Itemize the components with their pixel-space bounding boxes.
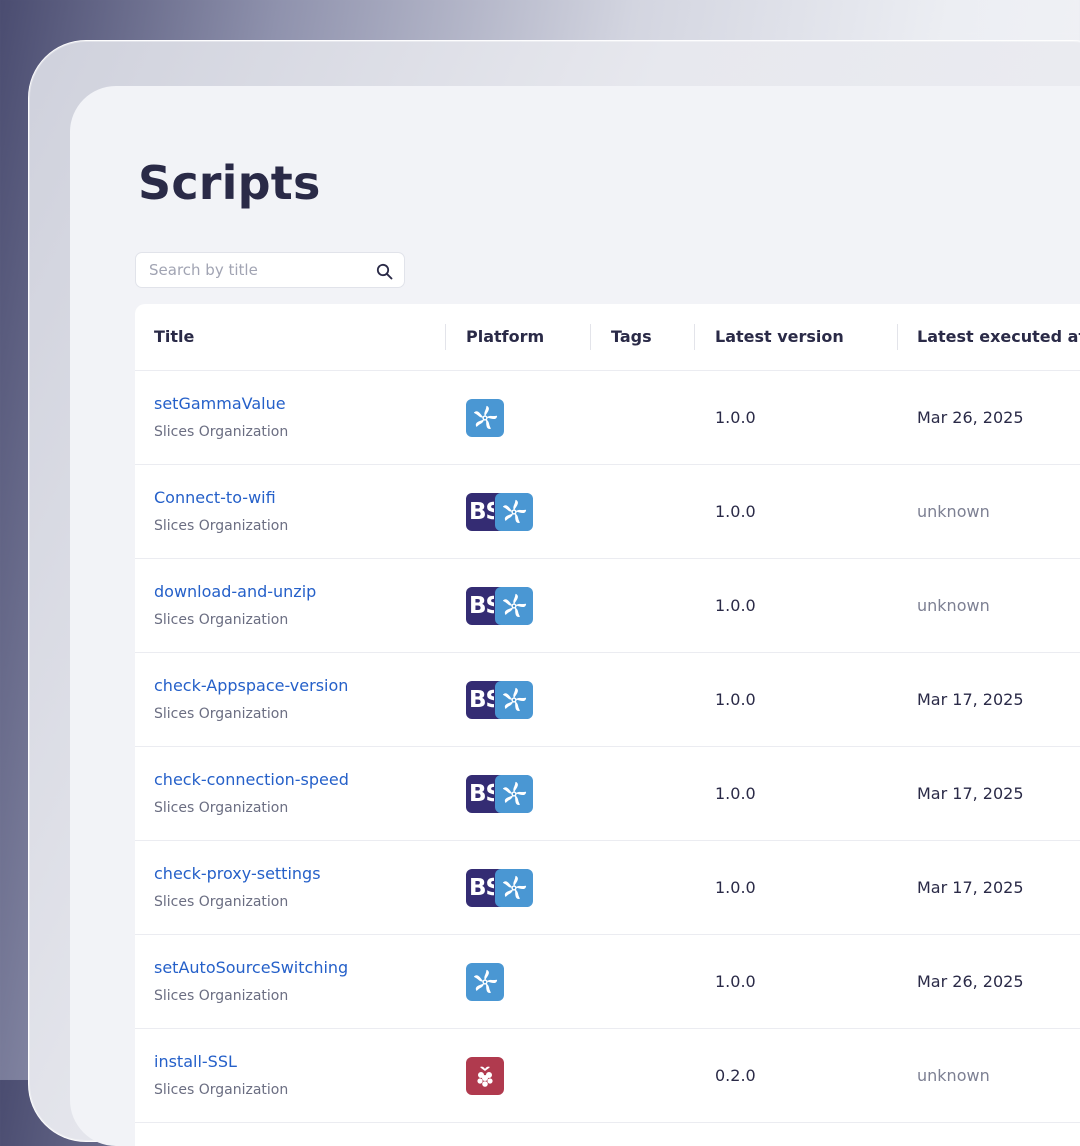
platform-icons — [466, 935, 504, 1028]
table-row[interactable]: setAutoSourceSwitching Slices Organizatio… — [135, 935, 1080, 1029]
column-header-latest-executed[interactable]: Latest executed at — [917, 327, 1080, 346]
app-window: Scripts Title Platform Tags Latest versi… — [70, 86, 1080, 1146]
column-divider — [590, 324, 591, 350]
platform-icons: BS — [466, 747, 533, 840]
table-body: setGammaValue Slices Organization 1.0.0 Mar… — [135, 371, 1080, 1123]
latest-version: 0.2.0 — [715, 1066, 756, 1085]
latest-version: 1.0.0 — [715, 972, 756, 991]
latest-executed-at: unknown — [917, 502, 990, 521]
script-title-link[interactable]: Connect-to-wifi — [154, 488, 276, 507]
table-row[interactable]: check-proxy-settings Slices Organization B… — [135, 841, 1080, 935]
script-organization: Slices Organization — [154, 1082, 289, 1098]
tizen-platform-icon — [495, 868, 533, 907]
script-organization: Slices Organization — [154, 894, 289, 910]
platform-icons — [466, 371, 504, 464]
page-title: Scripts — [138, 156, 321, 210]
platform-icons: BS — [466, 653, 533, 746]
latest-executed-at: Mar 17, 2025 — [917, 690, 1024, 709]
table-row[interactable]: Connect-to-wifi Slices Organization BS 1.0.… — [135, 465, 1080, 559]
table-header: Title Platform Tags Latest version Lates… — [135, 304, 1080, 371]
script-organization: Slices Organization — [154, 518, 289, 534]
script-organization: Slices Organization — [154, 800, 289, 816]
latest-executed-at: unknown — [917, 1066, 990, 1085]
tizen-platform-icon — [495, 492, 533, 531]
table-row[interactable]: download-and-unzip Slices Organization BS 1… — [135, 559, 1080, 653]
script-organization: Slices Organization — [154, 988, 289, 1004]
tizen-platform-icon — [495, 586, 533, 625]
table-row[interactable]: install-SSL Slices Organization 0.2.0 unkno… — [135, 1029, 1080, 1123]
latest-executed-at: Mar 17, 2025 — [917, 878, 1024, 897]
latest-version: 1.0.0 — [715, 596, 756, 615]
column-header-platform[interactable]: Platform — [466, 327, 545, 346]
script-organization: Slices Organization — [154, 706, 289, 722]
table-row[interactable]: check-connection-speed Slices Organizatio… — [135, 747, 1080, 841]
latest-executed-at: Mar 17, 2025 — [917, 784, 1024, 803]
platform-icons: BS — [466, 465, 533, 558]
raspberry-pi-platform-icon — [466, 1056, 504, 1095]
latest-version: 1.0.0 — [715, 784, 756, 803]
column-header-tags[interactable]: Tags — [611, 327, 652, 346]
tizen-platform-icon — [495, 680, 533, 719]
script-title-link[interactable]: setGammaValue — [154, 394, 286, 413]
search-icon[interactable] — [374, 261, 394, 281]
table-row[interactable]: setGammaValue Slices Organization 1.0.0 Mar… — [135, 371, 1080, 465]
column-divider — [445, 324, 446, 350]
script-organization: Slices Organization — [154, 424, 289, 440]
latest-version: 1.0.0 — [715, 690, 756, 709]
search-box — [135, 252, 405, 288]
tizen-platform-icon — [466, 962, 504, 1001]
latest-executed-at: Mar 26, 2025 — [917, 972, 1024, 991]
tizen-platform-icon — [466, 398, 504, 437]
scripts-table: Title Platform Tags Latest version Lates… — [135, 304, 1080, 1146]
script-organization: Slices Organization — [154, 612, 289, 628]
script-title-link[interactable]: install-SSL — [154, 1052, 237, 1071]
script-title-link[interactable]: download-and-unzip — [154, 582, 317, 601]
latest-version: 1.0.0 — [715, 502, 756, 521]
latest-version: 1.0.0 — [715, 408, 756, 427]
tizen-platform-icon — [495, 774, 533, 813]
column-header-latest-version[interactable]: Latest version — [715, 327, 844, 346]
platform-icons: BS — [466, 559, 533, 652]
script-title-link[interactable]: check-connection-speed — [154, 770, 349, 789]
table-row[interactable]: check-Appspace-version Slices Organizatio… — [135, 653, 1080, 747]
search-input[interactable] — [136, 253, 379, 287]
column-divider — [897, 324, 898, 350]
latest-version: 1.0.0 — [715, 878, 756, 897]
latest-executed-at: Mar 26, 2025 — [917, 408, 1024, 427]
script-title-link[interactable]: setAutoSourceSwitching — [154, 958, 349, 977]
script-title-link[interactable]: check-Appspace-version — [154, 676, 349, 695]
column-divider — [694, 324, 695, 350]
latest-executed-at: unknown — [917, 596, 990, 615]
script-title-link[interactable]: check-proxy-settings — [154, 864, 321, 883]
column-header-title[interactable]: Title — [154, 327, 195, 346]
platform-icons — [466, 1029, 504, 1122]
platform-icons: BS — [466, 841, 533, 934]
